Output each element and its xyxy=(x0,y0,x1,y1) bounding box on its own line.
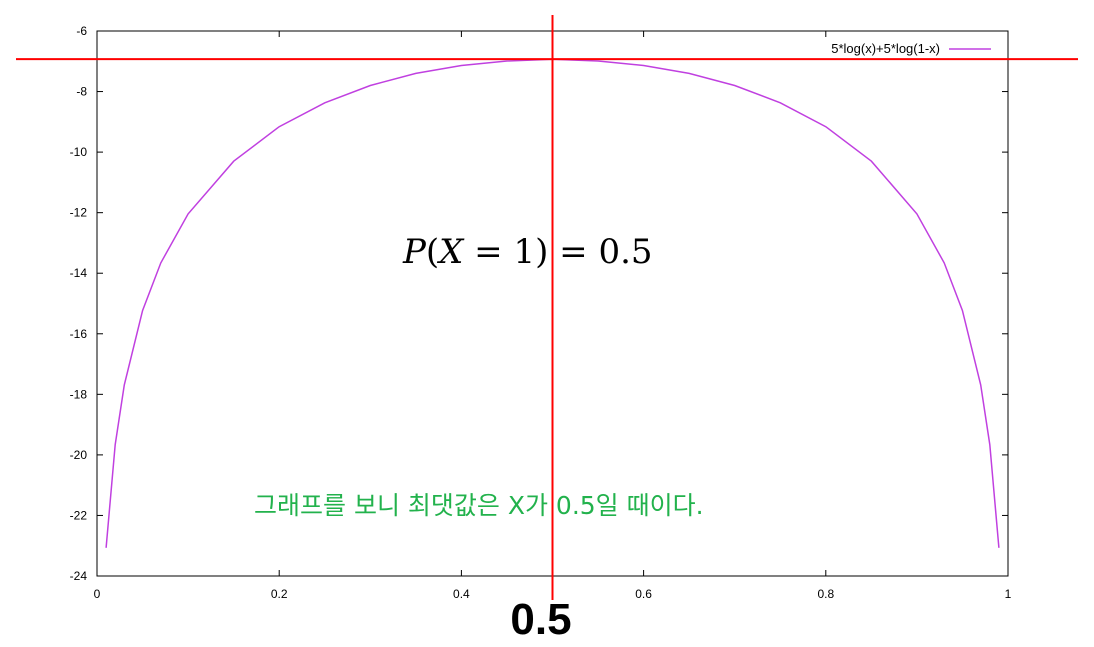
y-tick-label: -20 xyxy=(70,448,88,462)
max-x-marker-label: 0.5 xyxy=(510,595,571,644)
formula-x: X xyxy=(436,232,465,272)
y-tick-label: -14 xyxy=(70,266,88,280)
y-tick-label: -16 xyxy=(70,327,88,341)
legend: 5*log(x)+5*log(1-x) xyxy=(831,41,991,56)
y-tick-label: -8 xyxy=(76,85,87,99)
x-tick-label: 1 xyxy=(1005,587,1012,601)
formula-p: P xyxy=(402,232,427,272)
x-axis-ticks: 0 0.2 0.4 0.6 0.8 1 xyxy=(94,31,1012,601)
probability-formula: P(X = 1) = 0.5 xyxy=(402,232,653,272)
formula-open: ( xyxy=(426,232,439,272)
x-tick-label: 0.2 xyxy=(271,587,288,601)
formula-rest: = 1) = 0.5 xyxy=(463,232,652,272)
max-note: 그래프를 보니 최댓값은 X가 0.5일 때이다. xyxy=(254,491,704,520)
x-tick-label: 0 xyxy=(94,587,101,601)
y-tick-label: -24 xyxy=(70,569,88,583)
x-tick-label: 0.6 xyxy=(635,587,652,601)
y-tick-label: -18 xyxy=(70,387,88,401)
x-tick-label: 0.8 xyxy=(817,587,834,601)
y-tick-label: -12 xyxy=(70,206,88,220)
y-axis-ticks: -6 -8 -10 -12 -14 -16 -18 -20 -22 -24 xyxy=(70,24,1008,583)
x-tick-label: 0.4 xyxy=(453,587,470,601)
y-tick-label: -10 xyxy=(70,145,88,159)
y-tick-label: -22 xyxy=(70,508,88,522)
legend-label: 5*log(x)+5*log(1-x) xyxy=(831,41,940,56)
y-tick-label: -6 xyxy=(76,24,87,38)
